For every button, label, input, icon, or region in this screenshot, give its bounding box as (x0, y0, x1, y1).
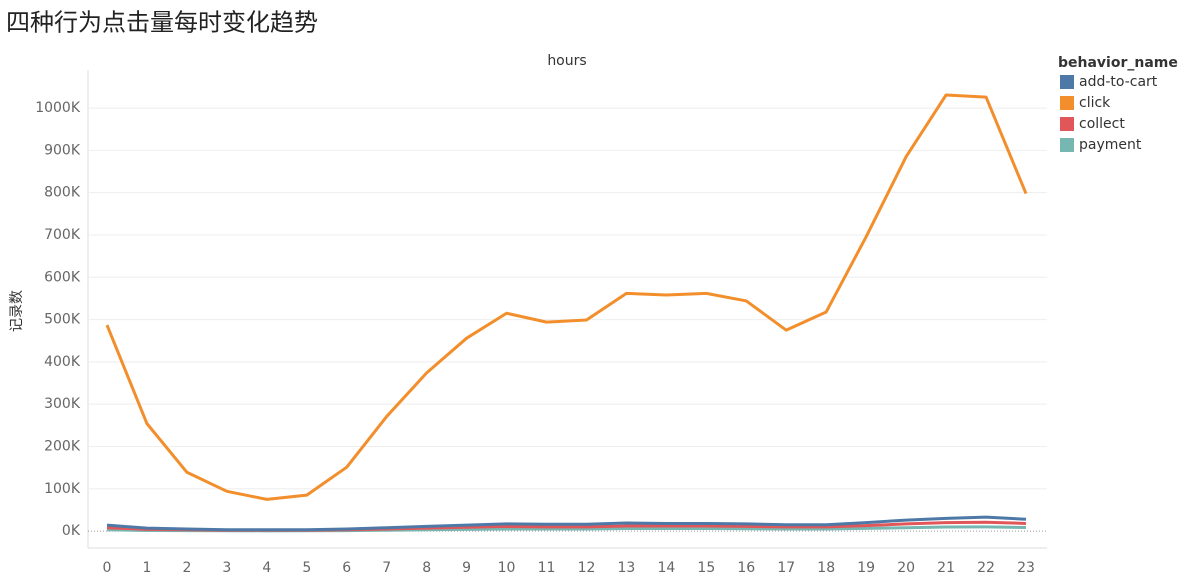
y-tick-label: 900K (44, 142, 81, 158)
y-tick-label: 800K (44, 185, 81, 201)
x-tick-label: 3 (222, 560, 231, 576)
series-line (105, 93, 1028, 501)
series-line (106, 515, 1027, 532)
x-tick-label: 12 (578, 560, 596, 576)
legend-swatch (1060, 96, 1074, 110)
x-tick-label: 23 (1017, 560, 1035, 576)
legend-label: add-to-cart (1079, 74, 1158, 90)
y-tick-label: 700K (44, 227, 81, 243)
x-tick-label: 19 (857, 560, 875, 576)
x-tick-label: 2 (182, 560, 191, 576)
y-tick-label: 100K (44, 481, 81, 497)
x-tick-label: 6 (342, 560, 351, 576)
x-tick-label: 13 (618, 560, 636, 576)
x-tick-label: 16 (737, 560, 755, 576)
legend-title: behavior_name (1058, 55, 1178, 71)
y-tick-label: 600K (44, 269, 81, 285)
x-tick-label: 7 (382, 560, 391, 576)
x-tick-label: 14 (657, 560, 675, 576)
x-tick-label: 15 (697, 560, 715, 576)
legend-label: payment (1079, 137, 1142, 153)
chart-title: 四种行为点击量每时变化趋势 (6, 10, 318, 37)
x-tick-label: 22 (977, 560, 995, 576)
y-axis-label: 记录数 (9, 290, 25, 332)
y-tick-label: 0K (62, 523, 81, 539)
y-tick-label: 500K (44, 312, 81, 328)
x-tick-label: 10 (498, 560, 516, 576)
legend-label: collect (1079, 116, 1125, 132)
x-tick-label: 9 (462, 560, 471, 576)
x-tick-label: 20 (897, 560, 915, 576)
legend-swatch (1060, 117, 1074, 131)
x-tick-label: 21 (937, 560, 955, 576)
x-tick-label: 11 (538, 560, 556, 576)
x-tick-label: 0 (103, 560, 112, 576)
y-tick-label: 300K (44, 396, 81, 412)
x-tick-label: 4 (262, 560, 271, 576)
column-header: hours (547, 53, 586, 69)
legend-swatch (1060, 138, 1074, 152)
x-tick-label: 17 (777, 560, 795, 576)
x-tick-label: 1 (142, 560, 151, 576)
x-tick-label: 18 (817, 560, 835, 576)
x-tick-label: 8 (422, 560, 431, 576)
y-tick-label: 200K (44, 438, 81, 454)
x-tick-label: 5 (302, 560, 311, 576)
y-tick-label: 400K (44, 354, 81, 370)
y-tick-label: 1000K (35, 100, 81, 116)
legend-swatch (1060, 75, 1074, 89)
legend-label: click (1079, 95, 1111, 111)
